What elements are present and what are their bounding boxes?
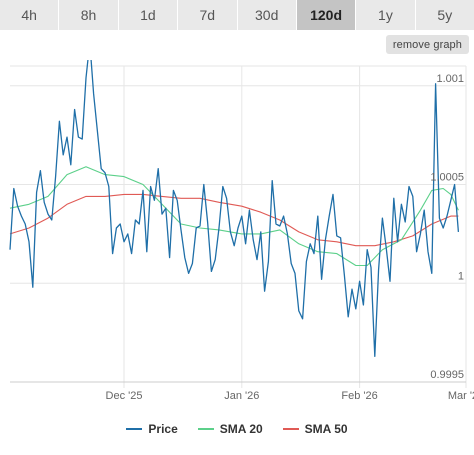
y-tick-label: 0.9995 (430, 369, 464, 381)
legend-item-sma20[interactable]: SMA 20 (197, 422, 263, 436)
tab-7d[interactable]: 7d (178, 0, 238, 30)
sma-50-line (9, 193, 459, 247)
chart-plot-area (9, 60, 460, 357)
y-tick-label: 1 (458, 270, 464, 282)
tab-5y[interactable]: 5y (415, 0, 474, 30)
legend-line-price-icon (126, 428, 143, 430)
x-tick-label: Dec '25 (106, 390, 143, 402)
y-tick-label: 1.0005 (430, 172, 464, 184)
y-tick-label: 1.001 (436, 73, 464, 85)
remove-graph-button[interactable]: remove graph (385, 35, 469, 54)
y-axis-labels: 0.9995 1 1.0005 1.001 (430, 73, 464, 381)
tab-1y[interactable]: 1y (356, 0, 416, 30)
tab-120d[interactable]: 120d (296, 0, 357, 30)
chart-legend: Price SMA 20 SMA 50 (0, 418, 474, 440)
legend-line-sma50-icon (282, 428, 299, 430)
x-tick-label: Feb '26 (341, 390, 377, 402)
x-tick-label: Mar '26 (448, 390, 474, 402)
tab-30d[interactable]: 30d (237, 0, 297, 30)
timeframe-tabs: 4h 8h 1d 7d 30d 120d 1y 5y (0, 0, 474, 30)
price-chart: 0.9995 1 1.0005 1.001 Dec '25 Jan '26 Feb '26… (9, 60, 474, 402)
legend-item-sma50[interactable]: SMA 50 (282, 422, 348, 436)
tab-4h[interactable]: 4h (0, 0, 60, 30)
legend-line-sma20-icon (197, 428, 214, 430)
x-axis-labels: Dec '25 Jan '26 Feb '26 Mar '26 (106, 390, 474, 402)
legend-item-price[interactable]: Price (126, 422, 178, 436)
legend-label-sma20: SMA 20 (219, 422, 263, 436)
price-line (9, 60, 460, 357)
legend-label-price: Price (148, 422, 178, 436)
x-tick-label: Jan '26 (224, 390, 259, 402)
tab-8h[interactable]: 8h (59, 0, 119, 30)
legend-label-sma50: SMA 50 (304, 422, 348, 436)
tab-1d[interactable]: 1d (118, 0, 179, 30)
